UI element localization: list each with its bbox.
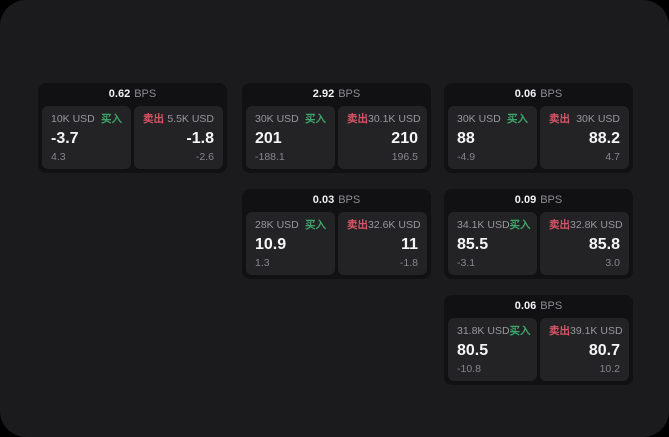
card-header: 0.06 BPS: [444, 295, 633, 318]
sell-price: -1.8: [186, 129, 214, 147]
sell-price: 88.2: [588, 129, 620, 147]
buy-quote-panel[interactable]: 30K USD 买入 88 -4.9: [448, 106, 537, 169]
buy-size: 30K USD: [255, 113, 299, 125]
buy-price: 10.9: [255, 235, 287, 253]
buy-quote-panel[interactable]: 31.8K USD 买入 80.5 -10.8: [448, 318, 537, 381]
buy-quote-panel[interactable]: 28K USD 买入 10.9 1.3: [246, 212, 335, 275]
buy-label: 买入: [509, 325, 531, 337]
sell-quote-panel[interactable]: 卖出 30K USD 88.2 4.7: [540, 106, 629, 169]
bps-unit-label: BPS: [540, 300, 563, 312]
sell-label: 卖出: [549, 113, 570, 125]
sell-quote-panel[interactable]: 卖出 30.1K USD 210 196.5: [338, 106, 427, 169]
sell-size: 32.8K USD: [570, 219, 623, 231]
buy-sub-value: 1.3: [255, 257, 270, 269]
buy-label: 买入: [305, 219, 326, 231]
card-header: 0.06 BPS: [444, 83, 633, 106]
sell-size: 39.1K USD: [570, 325, 623, 337]
bps-value: 0.06: [514, 300, 537, 312]
sell-quote-panel[interactable]: 卖出 32.8K USD 85.8 3.0: [540, 212, 629, 275]
bps-unit-label: BPS: [540, 194, 563, 206]
buy-size: 28K USD: [255, 219, 299, 231]
bps-value: 0.03: [312, 194, 335, 206]
buy-sub-value: -3.1: [457, 257, 476, 269]
bps-value: 0.09: [514, 194, 537, 206]
buy-price: 80.5: [457, 341, 489, 359]
sell-quote-panel[interactable]: 卖出 32.6K USD 11 -1.8: [338, 212, 427, 275]
sell-label: 卖出: [143, 113, 164, 125]
sell-label: 卖出: [347, 219, 368, 231]
buy-sub-value: -188.1: [255, 151, 285, 163]
buy-size: 34.1K USD: [457, 219, 510, 231]
buy-quote-panel[interactable]: 34.1K USD 买入 85.5 -3.1: [448, 212, 537, 275]
buy-sub-value: -10.8: [457, 363, 481, 375]
buy-label: 买入: [507, 113, 528, 125]
buy-label: 买入: [509, 219, 531, 231]
card-header: 2.92 BPS: [242, 83, 431, 106]
bps-value: 0.06: [514, 88, 537, 100]
sell-sub-value: 10.2: [599, 363, 620, 375]
sell-size: 30.1K USD: [368, 113, 421, 125]
quote-card[interactable]: 0.09 BPS 34.1K USD 买入 85.5 -3.1 卖出 32.8K …: [444, 189, 633, 279]
buy-price: 88: [457, 129, 475, 147]
sell-price: 80.7: [588, 341, 620, 359]
quote-card[interactable]: 0.62 BPS 10K USD 买入 -3.7 4.3 卖出 5.5K USD …: [38, 83, 227, 173]
sell-sub-value: 196.5: [391, 151, 418, 163]
bps-value: 0.62: [108, 88, 131, 100]
buy-quote-panel[interactable]: 30K USD 买入 201 -188.1: [246, 106, 335, 169]
buy-price: 85.5: [457, 235, 489, 253]
sell-size: 5.5K USD: [167, 113, 214, 125]
quote-card[interactable]: 2.92 BPS 30K USD 买入 201 -188.1 卖出 30.1K U…: [242, 83, 431, 173]
sell-quote-panel[interactable]: 卖出 5.5K USD -1.8 -2.6: [134, 106, 223, 169]
buy-size: 30K USD: [457, 113, 501, 125]
bps-unit-label: BPS: [540, 88, 563, 100]
buy-quote-panel[interactable]: 10K USD 买入 -3.7 4.3: [42, 106, 131, 169]
sell-price: 85.8: [588, 235, 620, 253]
quote-card[interactable]: 0.06 BPS 31.8K USD 买入 80.5 -10.8 卖出 39.1K…: [444, 295, 633, 385]
card-header: 0.03 BPS: [242, 189, 431, 212]
buy-sub-value: -4.9: [457, 151, 476, 163]
buy-price: 201: [255, 129, 282, 147]
sell-label: 卖出: [549, 219, 570, 231]
sell-sub-value: 3.0: [605, 257, 620, 269]
sell-size: 32.6K USD: [368, 219, 421, 231]
bps-value: 2.92: [312, 88, 335, 100]
sell-sub-value: -1.8: [399, 257, 418, 269]
sell-label: 卖出: [347, 113, 368, 125]
sell-size: 30K USD: [576, 113, 620, 125]
bps-unit-label: BPS: [338, 194, 361, 206]
buy-label: 买入: [101, 113, 122, 125]
quote-card[interactable]: 0.06 BPS 30K USD 买入 88 -4.9 卖出 30K USD 88…: [444, 83, 633, 173]
sell-price: 11: [401, 235, 418, 253]
sell-price: 210: [391, 129, 418, 147]
buy-sub-value: 4.3: [51, 151, 66, 163]
card-header: 0.09 BPS: [444, 189, 633, 212]
buy-price: -3.7: [51, 129, 79, 147]
card-header: 0.62 BPS: [38, 83, 227, 106]
sell-sub-value: 4.7: [605, 151, 620, 163]
bps-unit-label: BPS: [134, 88, 157, 100]
sell-label: 卖出: [549, 325, 570, 337]
bps-unit-label: BPS: [338, 88, 361, 100]
buy-label: 买入: [305, 113, 326, 125]
quote-card[interactable]: 0.03 BPS 28K USD 买入 10.9 1.3 卖出 32.6K USD…: [242, 189, 431, 279]
sell-quote-panel[interactable]: 卖出 39.1K USD 80.7 10.2: [540, 318, 629, 381]
buy-size: 10K USD: [51, 113, 95, 125]
sell-sub-value: -2.6: [195, 151, 214, 163]
buy-size: 31.8K USD: [457, 325, 510, 337]
